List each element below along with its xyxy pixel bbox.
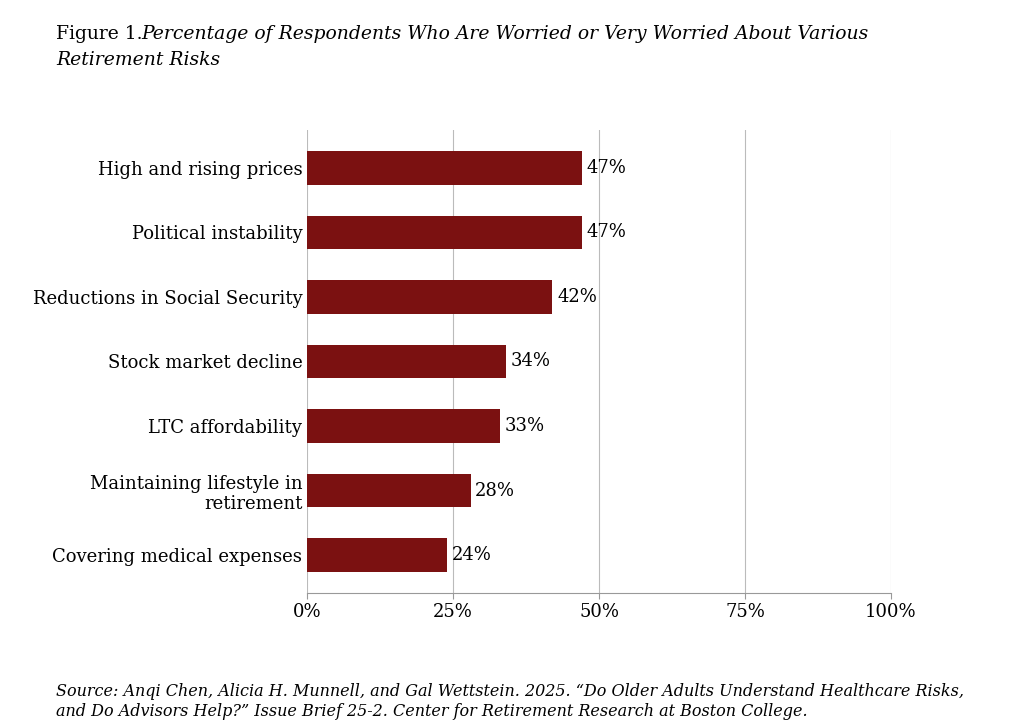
- Bar: [307, 281, 552, 314]
- Text: 28%: 28%: [475, 482, 515, 500]
- Text: 24%: 24%: [452, 546, 492, 564]
- Text: 47%: 47%: [586, 223, 626, 241]
- Bar: [307, 474, 471, 508]
- Text: 47%: 47%: [586, 159, 626, 177]
- Bar: [307, 345, 506, 378]
- Text: Retirement Risks: Retirement Risks: [56, 51, 220, 69]
- Text: Percentage of Respondents Who Are Worried or Very Worried About Various: Percentage of Respondents Who Are Worrie…: [141, 25, 868, 43]
- Bar: [307, 151, 582, 184]
- Text: 34%: 34%: [510, 353, 550, 370]
- Text: Figure 1.: Figure 1.: [56, 25, 142, 43]
- Text: Source: Anqi Chen, Alicia H. Munnell, and Gal Wettstein. 2025. “Do Older Adults : Source: Anqi Chen, Alicia H. Munnell, an…: [56, 683, 965, 720]
- Bar: [307, 539, 447, 572]
- Text: 42%: 42%: [557, 288, 597, 306]
- Bar: [307, 409, 500, 442]
- Text: 33%: 33%: [505, 417, 545, 435]
- Bar: [307, 215, 582, 249]
